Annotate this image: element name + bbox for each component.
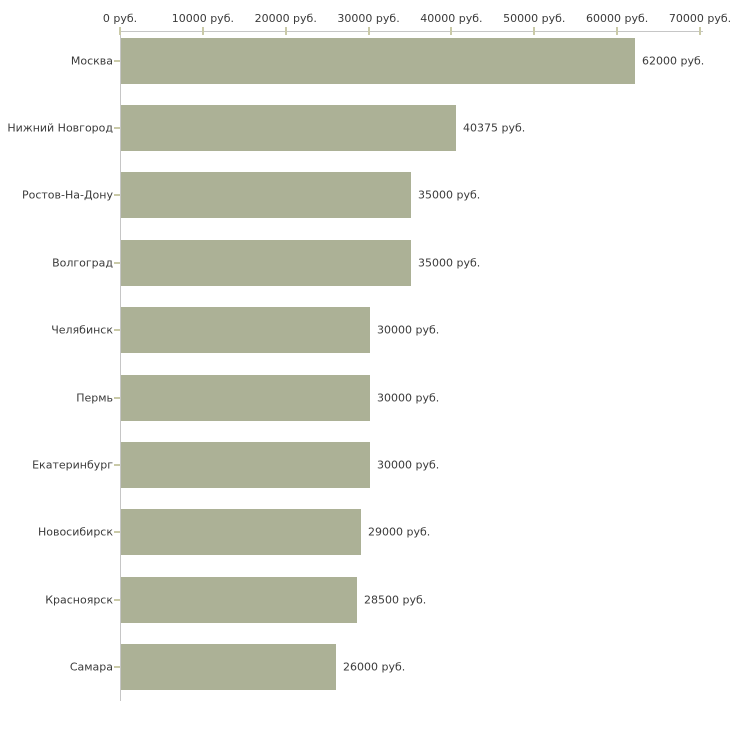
x-tick-mark [616,27,619,35]
value-label: 35000 руб. [418,256,481,270]
category-label: Волгоград [52,256,113,270]
y-tick-mark [114,261,120,264]
x-tick-mark [119,27,121,35]
y-tick-mark [114,464,120,466]
value-label: 40375 руб. [463,121,526,135]
x-tick-mark [533,27,536,35]
value-label: 26000 руб. [343,660,406,674]
category-label: Самара [69,660,113,674]
category-label: Екатеринбург [32,458,113,472]
x-tick-mark [450,27,453,35]
y-axis-line [120,31,121,701]
y-tick-mark [114,59,120,62]
category-label: Москва [70,54,113,68]
value-label: 62000 руб. [642,54,705,68]
bar [121,644,336,691]
y-tick-mark [114,127,120,129]
bar [121,239,411,286]
x-tick-label: 20000 руб. [254,12,317,25]
category-label: Ростов-На-Дону [21,188,113,202]
value-label: 28500 руб. [364,593,427,607]
x-tick-label: 50000 руб. [503,12,566,25]
y-tick-mark [114,666,120,669]
x-tick-mark [367,27,370,35]
y-tick-mark [114,396,120,399]
x-tick-mark [284,27,287,35]
value-label: 30000 руб. [377,323,440,337]
bar [121,509,361,556]
y-tick-mark [114,531,120,534]
category-label: Красноярск [45,593,113,607]
x-axis-line [120,31,703,32]
y-tick-mark [114,598,120,601]
value-label: 30000 руб. [377,458,440,472]
bar [121,442,370,488]
x-tick-label: 10000 руб. [171,12,234,25]
category-label: Нижний Новгород [7,121,113,135]
value-label: 29000 руб. [368,525,431,539]
bar [121,307,370,354]
x-tick-label: 30000 руб. [337,12,400,25]
x-tick-mark [201,27,204,35]
x-tick-label: 70000 руб. [668,12,730,25]
bar [121,105,456,151]
category-label: Челябинск [51,323,113,337]
bar [121,37,635,84]
bar [121,374,370,421]
y-tick-mark [114,329,120,332]
x-tick-label: 60000 руб. [586,12,649,25]
bar [121,172,411,219]
x-tick-mark [699,27,701,35]
x-tick-label: 0 руб. [102,12,138,25]
y-tick-mark [114,194,120,197]
value-label: 30000 руб. [377,391,440,405]
category-label: Пермь [76,391,113,405]
value-label: 35000 руб. [418,188,481,202]
category-label: Новосибирск [37,525,113,539]
bar [121,576,357,623]
x-tick-label: 40000 руб. [420,12,483,25]
